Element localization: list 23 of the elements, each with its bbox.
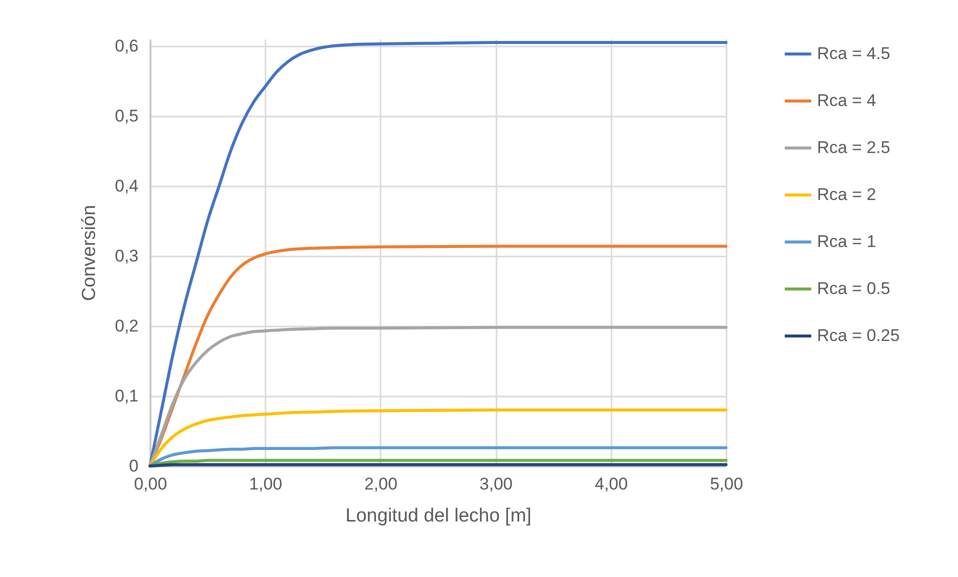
legend-label: Rca = 4: [817, 91, 876, 110]
x-tick-label: 1,00: [249, 474, 282, 494]
legend-label: Rca = 2: [817, 185, 876, 204]
x-tick-label: 2,00: [364, 474, 398, 494]
y-tick-label: 0,5: [114, 106, 138, 126]
x-tick-label: 5,00: [710, 474, 744, 494]
y-tick-label: 0,3: [114, 246, 138, 266]
x-tick-label: 0,00: [134, 474, 168, 494]
line-series: [148, 41, 728, 468]
legend-label: Rca = 1: [817, 232, 876, 251]
y-tick-label: 0,2: [114, 316, 138, 336]
legend-label: Rca = 0.25: [817, 326, 900, 345]
y-tick-label: 0,1: [114, 386, 138, 406]
x-tick-label: 4,00: [594, 474, 628, 494]
x-axis-title: Longitud del lecho [m]: [346, 506, 532, 526]
y-tick-label: 0,4: [114, 176, 138, 196]
y-tick-label: 0: [129, 456, 138, 476]
legend-label: Rca = 4.5: [817, 44, 890, 63]
legend-label: Rca = 2.5: [817, 138, 890, 157]
y-tick-label: 0,6: [114, 36, 138, 56]
y-axis-title: Conversión: [78, 204, 100, 302]
x-tick-label: 3,00: [480, 474, 513, 494]
legend-label: Rca = 0.5: [817, 279, 890, 298]
